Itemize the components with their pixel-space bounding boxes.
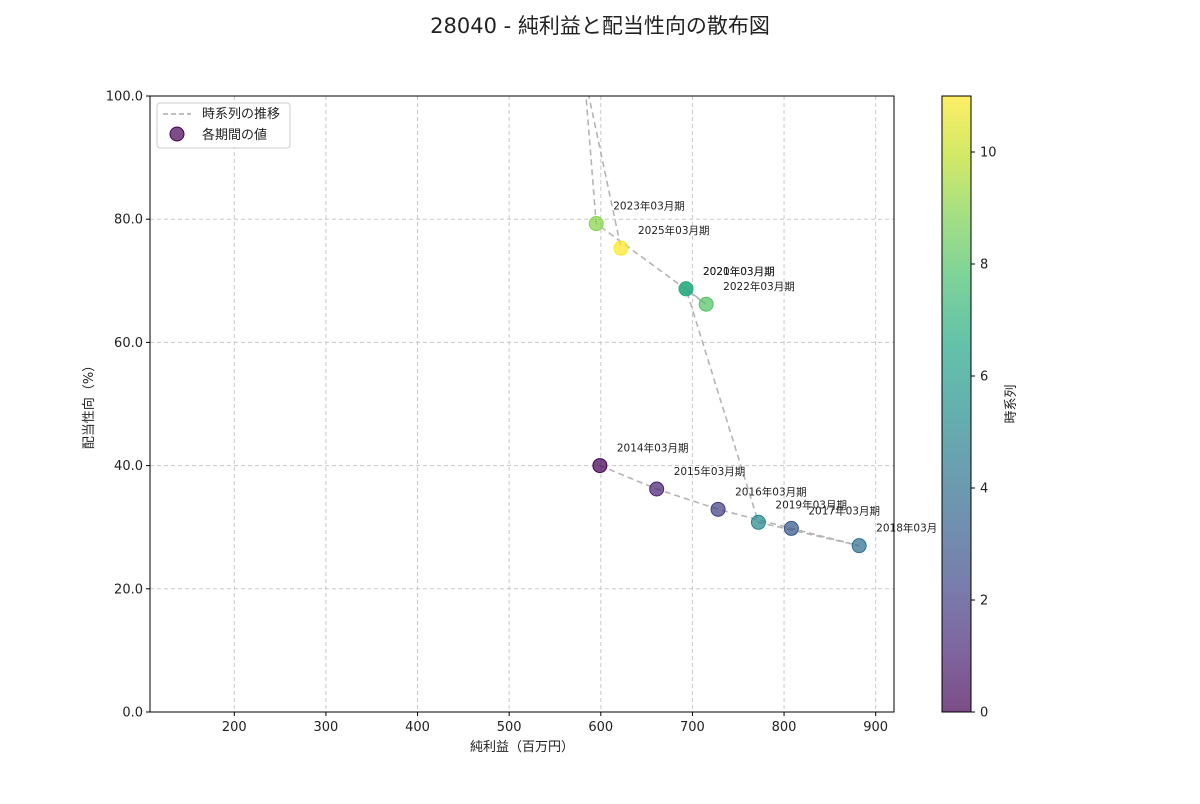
data-point: [592, 458, 608, 474]
point-annotation: 2022年03月期: [723, 280, 795, 293]
y-tick-label: 20.0: [114, 582, 143, 597]
colorbar-gradient: [942, 96, 971, 712]
x-tick-label: 800: [772, 720, 797, 735]
data-point: [783, 520, 799, 536]
legend: 時系列の推移 各期間の値: [156, 102, 291, 149]
chart-title: 28040 - 純利益と配当性向の散布図: [430, 14, 770, 38]
data-point: [649, 481, 665, 497]
data-point: [678, 281, 694, 297]
legend-entry-trend: 時系列の推移: [202, 107, 280, 122]
x-tick-label: 900: [863, 720, 888, 735]
y-axis-label: 配当性向（%）: [81, 359, 97, 449]
colorbar-tick-label: 0: [980, 706, 988, 721]
x-tick-label: 700: [680, 720, 705, 735]
data-point: [710, 501, 726, 517]
y-tick-label: 100.0: [106, 90, 143, 105]
x-axis-label: 純利益（百万円）: [470, 740, 574, 755]
point-annotation: 2016年03月期: [735, 485, 807, 498]
data-point: [577, 67, 591, 81]
colorbar-tick-label: 2: [980, 594, 988, 609]
legend-entry-points: 各期間の値: [202, 127, 267, 143]
point-annotation: 2023年03月期: [613, 200, 685, 213]
point-annotation: 2021年03月期: [703, 265, 775, 278]
x-tick-label: 500: [497, 720, 522, 735]
point-annotation: 2025年03月期: [638, 224, 710, 237]
point-annotation: 2015年03月期: [674, 465, 746, 478]
data-point: [588, 216, 604, 232]
axis-ticks: 200 300 400 500 600 700 800 900 0.0 20.0 40.0 60.0 8…: [106, 90, 888, 736]
x-tick-label: 600: [588, 720, 613, 735]
x-tick-label: 300: [314, 720, 339, 735]
x-tick-label: 400: [405, 720, 430, 735]
colorbar-tick-label: 10: [980, 146, 997, 161]
colorbar-tick-label: 8: [980, 258, 988, 273]
x-tick-label: 200: [222, 720, 247, 735]
point-annotation: 2018年03月: [876, 522, 937, 535]
point-annotation: 2014年03月期: [617, 442, 689, 455]
point-annotation: 2019年03月期: [775, 498, 847, 511]
data-point: [750, 514, 766, 530]
colorbar-frame: [941, 95, 972, 713]
data-point: [851, 538, 867, 554]
colorbar-tick-label: 6: [980, 370, 988, 385]
points-layer: [577, 67, 867, 554]
colorbar-label: 時系列: [1004, 384, 1019, 423]
point-annotation: 2020年03月期: [703, 265, 775, 278]
legend-point-swatch: [169, 126, 185, 142]
plot-frame: [149, 95, 895, 713]
data-point: [613, 240, 629, 256]
point-annotation: 2017年03月期: [808, 504, 880, 517]
grid-lines: [150, 95, 894, 713]
y-tick-label: 0.0: [122, 706, 143, 721]
colorbar-ticks: 0 2 4 6 8 10: [971, 146, 997, 721]
y-tick-label: 80.0: [114, 213, 143, 228]
colorbar-tick-label: 4: [980, 482, 988, 497]
y-tick-label: 40.0: [114, 459, 143, 474]
colorbar: 0 2 4 6 8 10 時系列: [941, 95, 1019, 721]
data-point: [698, 296, 714, 312]
y-tick-label: 60.0: [114, 336, 143, 351]
